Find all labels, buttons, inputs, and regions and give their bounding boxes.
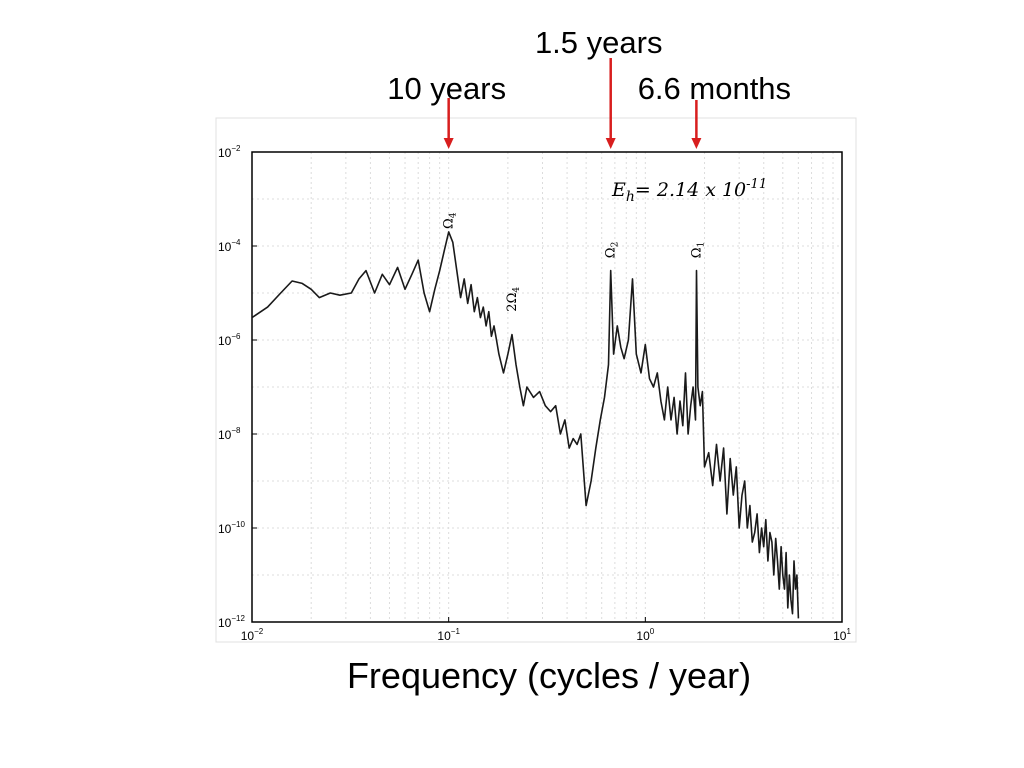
period-arrow-head xyxy=(443,138,454,149)
x-axis-title: Frequency (cycles / year) xyxy=(347,655,751,696)
period-arrow-head xyxy=(605,138,616,149)
y-tick-label: 10−12 xyxy=(218,614,245,630)
peak-label: Ω4 xyxy=(442,212,459,229)
period-markers: 1.5 years 10 years 6.6 months xyxy=(387,25,791,149)
plot-area xyxy=(251,151,843,623)
peak-annotations: Ω4 2Ω4 Ω2 Ω1 xyxy=(442,212,707,311)
grid xyxy=(252,152,842,622)
period-label: 6.6 months xyxy=(638,71,791,106)
x-tick-label: 10−2 xyxy=(241,627,264,643)
period-label: 1.5 years xyxy=(535,25,663,60)
period-label: 10 years xyxy=(387,71,506,106)
y-tick-label: 10−10 xyxy=(218,520,245,536)
x-tick-label: 100 xyxy=(636,627,654,643)
y-tick-label: 10−6 xyxy=(218,332,241,348)
x-tick-label: 10−1 xyxy=(437,627,460,643)
eh-annotation: Eh= 2.14 x 10-11 xyxy=(611,177,767,205)
spectrum-series-line xyxy=(251,231,800,619)
figure-frame xyxy=(215,117,857,643)
y-tick-label: 10−2 xyxy=(218,144,241,160)
peak-label: 2Ω4 xyxy=(505,287,522,312)
x-tick-label: 101 xyxy=(833,627,851,643)
axis-ticks: 10−2 10−1 100 101 10−2 10−4 10−6 10−8 10−10 10−12 xyxy=(218,144,851,643)
y-tick-label: 10−4 xyxy=(218,238,241,254)
eh-text: Eh= 2.14 x 10-11 xyxy=(611,177,767,205)
y-tick-label: 10−8 xyxy=(218,426,241,442)
period-arrow-head xyxy=(691,138,702,149)
peak-label: Ω1 xyxy=(689,242,706,259)
peak-label: Ω2 xyxy=(604,242,621,259)
